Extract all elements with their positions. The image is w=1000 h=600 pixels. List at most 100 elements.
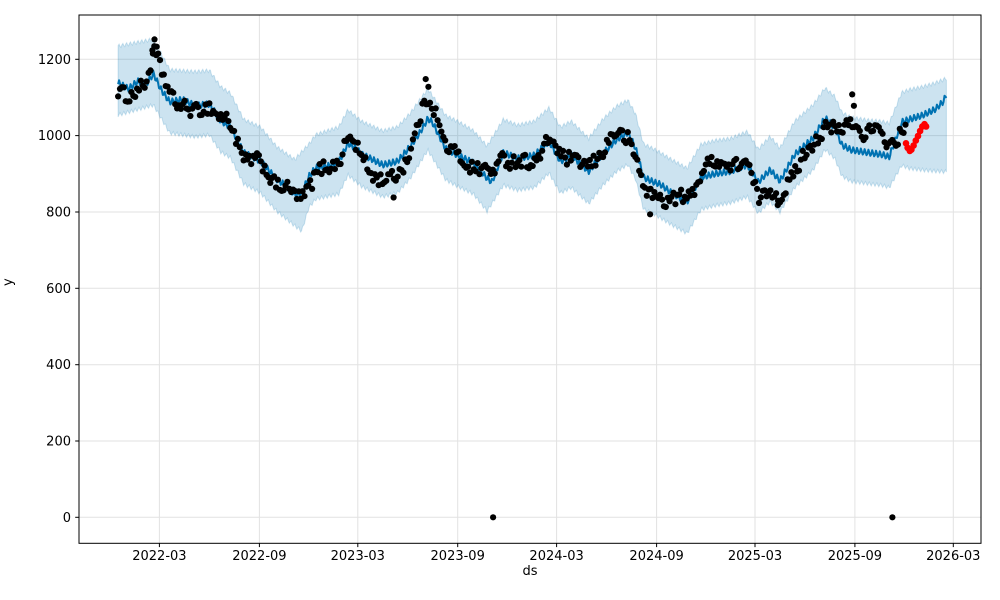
axis-ticks (75, 58, 954, 548)
actual-point (400, 169, 407, 176)
actual-point (790, 173, 797, 180)
actual-point (141, 84, 148, 91)
actual-point (575, 154, 582, 161)
actual-point (697, 178, 704, 185)
y-tick-label: 200 (46, 435, 71, 450)
actual-point (422, 76, 429, 83)
actual-point (318, 170, 325, 178)
actual-point (261, 162, 268, 169)
actual-point (516, 157, 523, 164)
actual-point (605, 139, 612, 146)
actual-point (782, 190, 789, 197)
x-tick-label: 2024-09 (629, 549, 683, 564)
actual-point (299, 188, 306, 195)
actual-point (468, 158, 475, 165)
actual-point (407, 145, 415, 152)
actual-point (560, 147, 567, 154)
y-axis-title: y (1, 278, 16, 286)
x-tick-label: 2023-09 (431, 549, 485, 564)
actual-point (894, 141, 902, 148)
actual-point (411, 130, 418, 137)
actual-point (248, 161, 255, 168)
actual-point (727, 167, 734, 174)
actual-point (628, 141, 635, 148)
actual-point (352, 146, 359, 153)
actual-point (767, 187, 774, 194)
actual-point (187, 112, 194, 120)
actual-point (194, 104, 202, 111)
actual-point (510, 153, 517, 160)
actual-point (506, 165, 513, 172)
actual-point (160, 71, 167, 78)
actual-point (181, 97, 188, 104)
actual-point (164, 83, 171, 90)
actual-point (799, 147, 806, 154)
actual-point (647, 211, 654, 218)
x-tick-label: 2026-03 (926, 549, 980, 564)
recent-points-red (902, 120, 930, 155)
actual-point (257, 158, 264, 165)
actual-point (748, 169, 755, 176)
actual-point (586, 156, 593, 164)
recent-point (922, 123, 930, 130)
actual-point (849, 91, 856, 98)
actual-point (474, 160, 481, 167)
actual-point (390, 194, 397, 201)
observed-points (115, 36, 909, 521)
actual-point (700, 167, 708, 175)
x-tick-label: 2024-03 (529, 549, 583, 564)
x-tick-label: 2025-09 (828, 549, 882, 564)
actual-point (778, 196, 786, 203)
actual-point (567, 157, 574, 164)
actual-point (309, 185, 316, 192)
actual-point (691, 191, 698, 199)
y-tick-label: 800 (46, 206, 71, 221)
actual-point (388, 167, 396, 175)
actual-point (406, 155, 413, 162)
actual-point (430, 112, 437, 119)
actual-point (231, 127, 238, 135)
x-tick-label: 2022-03 (132, 549, 186, 564)
actual-point (518, 163, 525, 170)
actual-point (539, 147, 546, 154)
actual-point (156, 57, 164, 64)
actual-point (619, 127, 626, 134)
actual-point (662, 203, 669, 211)
actual-point (803, 151, 810, 158)
actual-point (362, 154, 369, 161)
actual-point (137, 77, 144, 84)
actual-point (708, 153, 715, 161)
actual-point (689, 185, 696, 193)
actual-point (155, 50, 162, 57)
actual-point (601, 149, 609, 156)
actual-point (451, 143, 458, 150)
y-tick-label: 600 (46, 282, 71, 297)
actual-point (177, 105, 184, 112)
actual-point (436, 122, 443, 129)
actual-point (307, 177, 314, 184)
actual-point (508, 159, 515, 166)
actual-point (733, 155, 740, 163)
actual-point (856, 127, 863, 134)
actual-point (537, 155, 544, 162)
actual-point (301, 193, 308, 200)
actual-point (115, 93, 122, 100)
actual-point (491, 170, 498, 177)
actual-point (320, 158, 327, 165)
actual-point (900, 129, 907, 136)
actual-point (377, 171, 384, 178)
actual-point (678, 186, 685, 193)
actual-point (565, 148, 573, 155)
y-tick-label: 0 (63, 511, 71, 526)
actual-point (773, 190, 780, 197)
outlier-point (889, 514, 896, 521)
grid (79, 15, 981, 544)
actual-point (434, 117, 441, 124)
actual-point (657, 191, 664, 198)
y-tick-label: 1000 (38, 129, 71, 144)
actual-point (879, 130, 886, 137)
actual-point (426, 99, 434, 106)
actual-point (383, 177, 390, 184)
actual-point (814, 140, 822, 147)
